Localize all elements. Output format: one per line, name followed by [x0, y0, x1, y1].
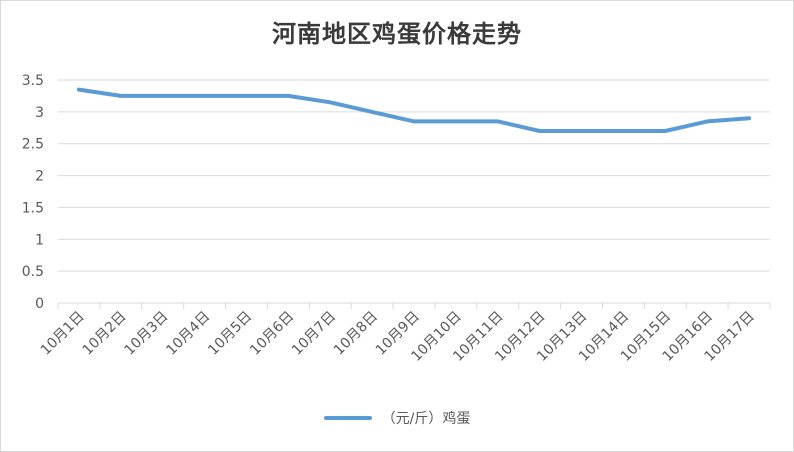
- y-tick-label: 2.5: [22, 137, 44, 153]
- y-tick-label: 3: [35, 105, 44, 121]
- x-tick-label: 10月5日: [205, 309, 255, 359]
- x-tick-label: 10月7日: [289, 309, 339, 359]
- y-tick-label: 3.5: [22, 73, 44, 89]
- x-tick-label: 10月6日: [247, 309, 297, 359]
- series-line: [76, 87, 752, 133]
- y-tick-label: 0: [35, 296, 44, 312]
- legend-label: （元/斤）鸡蛋: [381, 411, 471, 427]
- x-tick-label: 10月2日: [80, 309, 130, 359]
- y-tick-label: 1: [35, 232, 44, 248]
- x-tick-label: 10月1日: [38, 309, 88, 359]
- x-tick-label: 10月3日: [122, 309, 172, 359]
- y-tick-label: 2: [35, 169, 44, 185]
- x-tick-label: 10月4日: [163, 309, 213, 359]
- y-tick-label: 0.5: [22, 264, 44, 280]
- legend: （元/斤）鸡蛋: [0, 408, 794, 428]
- legend-line-swatch: [323, 416, 372, 420]
- x-tick-label: 10月8日: [331, 309, 381, 359]
- y-tick-label: 1.5: [22, 200, 44, 216]
- chart-title: 河南地区鸡蛋价格走势: [272, 20, 522, 48]
